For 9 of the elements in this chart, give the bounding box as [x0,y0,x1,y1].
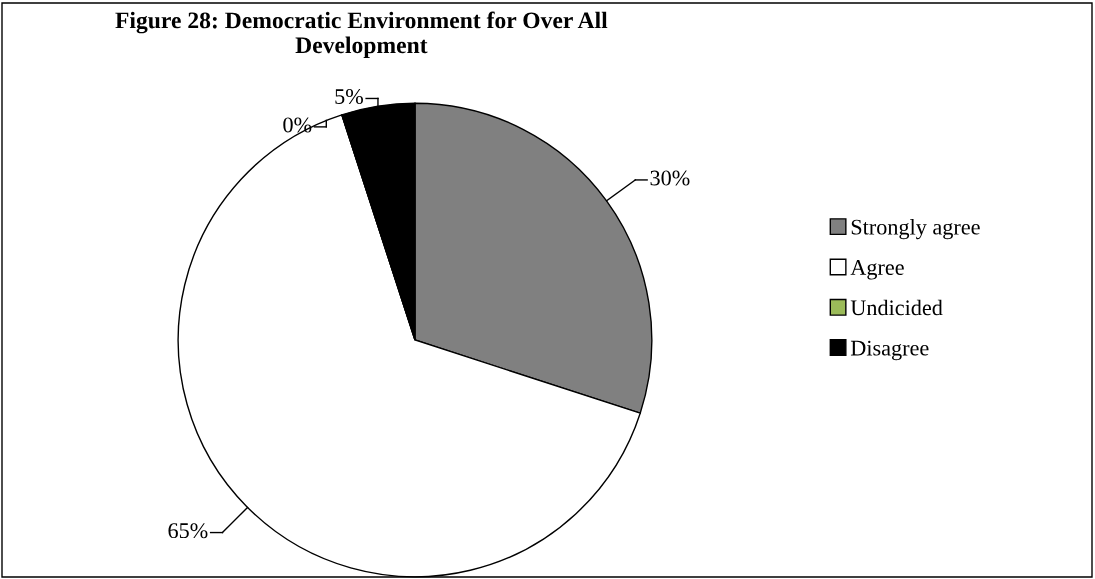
data-label: 30% [650,170,690,186]
data-label: 65% [168,523,208,539]
data-label: 5% [335,89,363,105]
legend-label: Undicided [850,299,943,316]
legend-label: Disagree [850,340,929,361]
legend-label: Strongly agree [851,218,980,240]
chart-title: Figure 28: Democratic Environment for Over All Development [115,11,608,58]
text: 0% [283,117,312,133]
legend-label: Agree [850,260,904,280]
